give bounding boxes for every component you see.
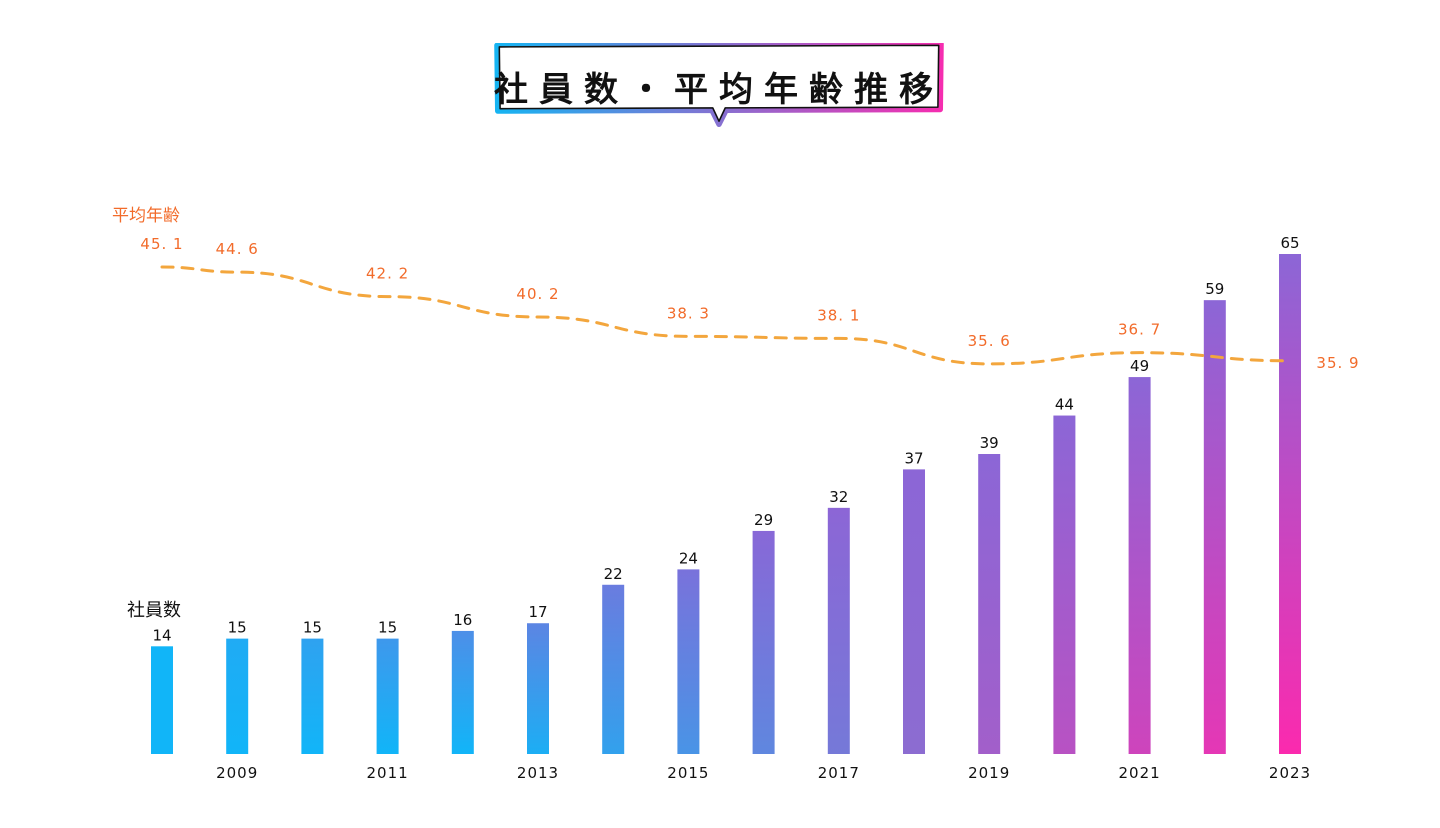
bar-2009 — [226, 638, 249, 754]
bar-2014 — [602, 584, 625, 754]
x-tick-label: 2011 — [367, 764, 409, 782]
x-tick-label: 2019 — [968, 764, 1010, 782]
x-tick-label: 2009 — [216, 764, 258, 782]
bar-2020 — [1053, 415, 1076, 754]
bar-value-label: 24 — [679, 549, 698, 567]
chart-title: 社員数・平均年齢推移 — [494, 69, 944, 110]
x-tick-label: 2015 — [667, 764, 709, 782]
bar-2023 — [1279, 254, 1301, 754]
average-age-value-label: 38. 3 — [667, 304, 710, 322]
average-age-value-label: 42. 2 — [366, 265, 409, 283]
x-tick-label: 2023 — [1269, 764, 1311, 782]
series-label-employees: 社員数 — [127, 600, 181, 621]
bar-value-label: 16 — [453, 611, 472, 629]
average-age-value-label: 35. 9 — [1316, 354, 1359, 372]
bar-2011 — [376, 638, 399, 754]
bar-value-label: 59 — [1205, 280, 1224, 298]
bar-value-label: 15 — [228, 619, 247, 637]
average-age-value-label: 40. 2 — [516, 285, 559, 303]
bar-value-label: 32 — [829, 488, 848, 506]
bar-2008 — [151, 646, 173, 754]
bar-value-label: 15 — [378, 619, 397, 637]
bar-value-label: 29 — [754, 511, 773, 529]
title-box — [494, 43, 944, 128]
bar-2021 — [1128, 377, 1151, 754]
average-age-value-label: 35. 6 — [968, 332, 1011, 350]
x-tick-label: 2013 — [517, 764, 559, 782]
bar-2022 — [1203, 300, 1226, 754]
bar-2015 — [677, 569, 700, 754]
bar-value-label: 15 — [303, 619, 322, 637]
average-age-value-label: 45. 1 — [140, 235, 183, 253]
bar-2010 — [301, 638, 324, 754]
bar-value-label: 65 — [1280, 234, 1299, 252]
average-age-value-label: 44. 6 — [216, 240, 259, 258]
bar-value-label: 39 — [980, 434, 999, 452]
bar-2012 — [451, 630, 474, 754]
title-inner-border — [498, 44, 940, 122]
bar-2018 — [903, 469, 925, 754]
bar-2013 — [527, 623, 549, 754]
average-age-line — [160, 265, 1292, 366]
x-tick-label: 2021 — [1119, 764, 1161, 782]
bar-value-label: 44 — [1055, 396, 1074, 414]
x-tick-label: 2017 — [818, 764, 860, 782]
average-age-value-label: 38. 1 — [817, 306, 860, 324]
bar-2017 — [827, 507, 850, 754]
bar-value-label: 37 — [904, 449, 923, 467]
bar-value-label: 22 — [604, 565, 623, 583]
average-age-value-label: 36. 7 — [1118, 321, 1161, 339]
bar-value-label: 14 — [152, 626, 171, 644]
title-border — [494, 43, 944, 128]
bar-value-label: 49 — [1130, 357, 1149, 375]
bar-2016 — [752, 530, 775, 754]
series-label-average-age: 平均年齢 — [112, 206, 180, 226]
bar-value-label: 17 — [528, 603, 547, 621]
bar-2019 — [978, 454, 1001, 754]
